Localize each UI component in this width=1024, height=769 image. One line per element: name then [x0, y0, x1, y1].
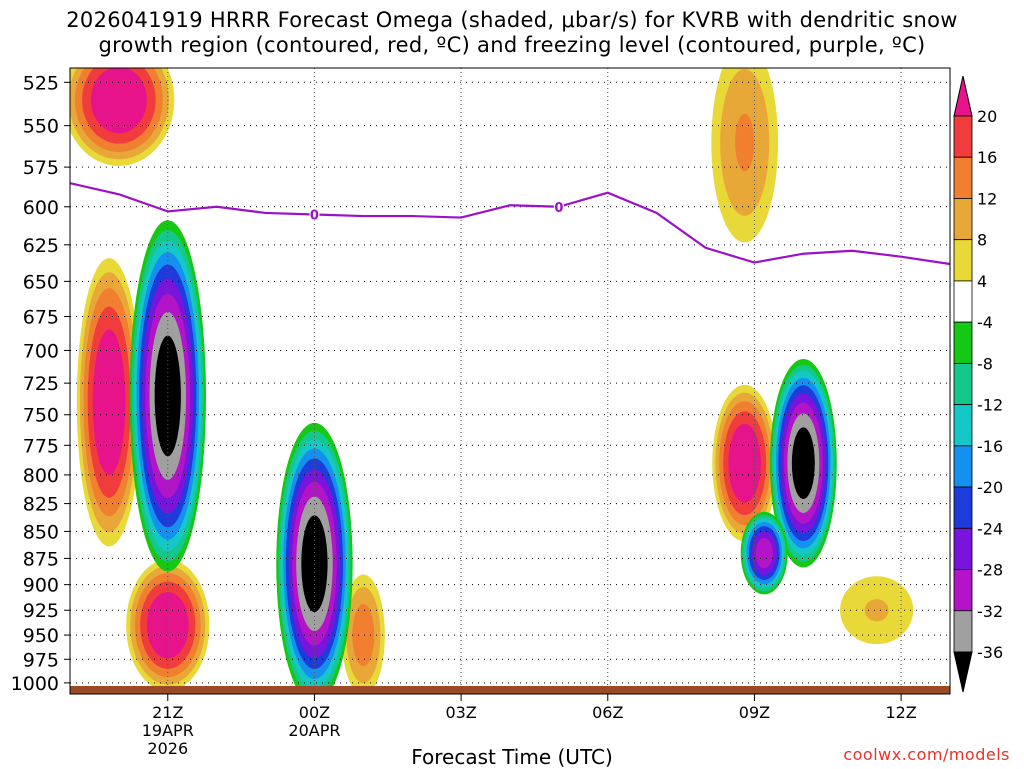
y-tick-label-1000: 1000	[11, 673, 59, 695]
y-tick-label-775: 775	[23, 435, 59, 457]
x-tick-label-12Z: 12Z	[885, 703, 916, 722]
freezing-level-label-bg-1	[553, 199, 564, 213]
x-tick-label-06Z: 06Z	[592, 703, 623, 722]
omega-contour-sink-2-4	[146, 592, 189, 659]
freezing-level-label-1: 0	[554, 201, 563, 216]
omega-shading	[70, 68, 914, 694]
y-tick-label-925: 925	[23, 600, 59, 622]
colorbar-swatch-5	[953, 280, 973, 323]
colorbar-label-13: -36	[977, 643, 1003, 662]
y-tick-label-550: 550	[23, 116, 59, 138]
colorbar-swatch-9	[953, 445, 973, 488]
omega-contour-rise-8-8	[301, 515, 328, 613]
y-tick-label-850: 850	[23, 521, 59, 543]
omega-contour-sink-6-1	[864, 599, 889, 622]
freezing-level-label-0: 0	[310, 209, 319, 224]
y-tick-label-675: 675	[23, 307, 59, 329]
colorbar-label-12: -32	[977, 602, 1003, 621]
x-axis-title: Forecast Time (UTC)	[411, 745, 613, 769]
plot-area: 00	[70, 68, 950, 694]
colorbar-bottom-arrow	[953, 651, 973, 693]
colorbar-label-2: 12	[977, 189, 997, 208]
x-tick-sublabel-21Z-0: 19APR	[142, 721, 194, 740]
x-tick-label-21Z: 21Z	[152, 703, 183, 722]
plot-frame	[69, 67, 951, 695]
chart-title-line-2: growth region (contoured, red, ºC) and f…	[98, 33, 926, 57]
y-tick-label-625: 625	[23, 235, 59, 257]
colorbar-swatch-1	[953, 115, 973, 158]
colorbar-label-11: -28	[977, 561, 1003, 580]
colorbar-swatch-3	[953, 198, 973, 241]
y-tick-label-825: 825	[23, 494, 59, 516]
colorbar-label-1: 16	[977, 148, 997, 167]
colorbar-label-0: 20	[977, 107, 997, 126]
y-tick-label-650: 650	[23, 271, 59, 293]
x-tick-label-09Z: 09Z	[739, 703, 770, 722]
x-tick-sublabel-00Z-0: 20APR	[288, 721, 340, 740]
colorbar-swatch-7	[953, 362, 973, 406]
x-tick-label-00Z: 00Z	[299, 703, 330, 722]
y-tick-label-575: 575	[23, 157, 59, 179]
colorbar-legend: 20 16 12 8 4 -4 -8 -12 -16 -20 -24 -28 -32 -36	[953, 75, 1003, 693]
ground-terrain	[70, 686, 950, 694]
y-tick-label-750: 750	[23, 405, 59, 427]
y-tick-label-975: 975	[23, 649, 59, 671]
colorbar-label-7: -12	[977, 396, 1003, 415]
colorbar-swatch-10	[953, 486, 973, 529]
colorbar-swatch-8	[953, 404, 973, 447]
gridlines	[70, 68, 950, 694]
colorbar-label-8: -16	[977, 437, 1003, 456]
colorbar-swatch-2	[953, 156, 973, 199]
colorbar-swatch-11	[953, 527, 973, 570]
y-tick-label-800: 800	[23, 465, 59, 487]
y-tick-label-900: 900	[23, 575, 59, 597]
y-tick-label-950: 950	[23, 625, 59, 647]
colorbar-swatch-6	[953, 321, 973, 364]
y-axis: 525 550 575 600 625 650 675 700 725 750 775 800 825 8…	[11, 72, 70, 695]
colorbar-label-6: -8	[977, 354, 993, 373]
y-tick-label-725: 725	[23, 373, 59, 395]
colorbar-swatch-4	[953, 239, 973, 282]
colorbar-swatch-12	[953, 569, 973, 612]
chart-title-line-1: 2026041919 HRRR Forecast Omega (shaded, …	[66, 8, 958, 32]
omega-contour-sink-3-2	[352, 604, 375, 667]
colorbar-label-4: 4	[977, 272, 987, 291]
omega-contour-rise-10-6	[755, 537, 773, 569]
omega-contour-sink-0-4	[90, 68, 147, 134]
colorbar-swatch-13	[953, 610, 973, 653]
colorbar-label-9: -20	[977, 478, 1003, 497]
x-tick-label-03Z: 03Z	[445, 703, 476, 722]
colorbar-label-5: -4	[977, 313, 993, 332]
omega-contour-sink-4-4	[728, 423, 761, 503]
y-tick-label-875: 875	[23, 548, 59, 570]
colorbar-label-10: -24	[977, 519, 1003, 538]
omega-contour-sink-1-4	[92, 329, 126, 475]
freezing-level-label-bg-0	[309, 207, 320, 221]
omega-contour-sink-5-2	[735, 113, 755, 172]
omega-contour-rise-7-8	[154, 335, 181, 457]
freezing-level-curve	[70, 182, 950, 266]
omega-contour-rise-9-8	[791, 427, 815, 499]
y-tick-label-525: 525	[23, 72, 59, 94]
freezing-level-line: 00	[70, 182, 950, 266]
source-credit: coolwx.com/models	[843, 745, 1010, 764]
colorbar-label-3: 8	[977, 231, 987, 250]
y-tick-label-600: 600	[23, 197, 59, 219]
x-tick-sublabel-21Z-1: 2026	[147, 739, 188, 758]
colorbar-top-arrow	[953, 75, 973, 117]
y-tick-label-700: 700	[23, 340, 59, 362]
